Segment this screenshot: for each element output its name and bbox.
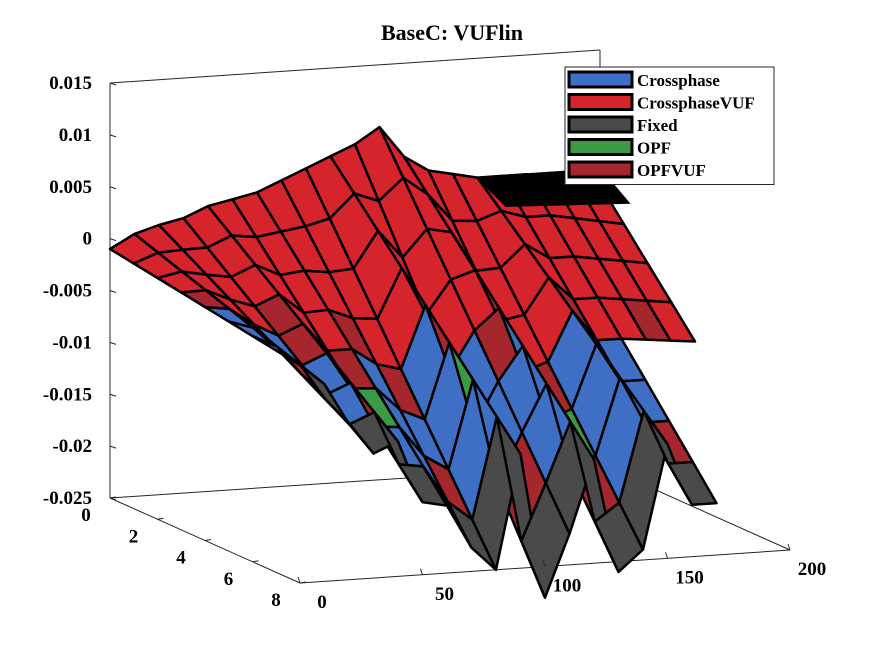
- z-tick-label: 0.005: [49, 177, 92, 198]
- y-tick-label: 0: [81, 505, 91, 526]
- legend-swatch: [567, 115, 634, 134]
- x-tick-label: 50: [435, 584, 454, 605]
- legend-swatch: [567, 138, 634, 156]
- x-tick-mark: [420, 568, 423, 575]
- z-tick-mark: [109, 445, 117, 449]
- y-tick-label: 8: [271, 590, 281, 611]
- surface-patch: [645, 299, 697, 343]
- z-tick-label: -0.01: [52, 332, 92, 353]
- z-tick-label: -0.02: [52, 436, 92, 457]
- z-tick-mark: [109, 341, 117, 345]
- x-tick-label: 150: [675, 567, 704, 588]
- x-tick-label: 0: [317, 592, 327, 613]
- z-tick-label: 0.01: [59, 125, 92, 146]
- z-tick-label: 0: [83, 229, 93, 250]
- y-tick-label: 2: [129, 526, 139, 547]
- y-tick-mark: [204, 539, 212, 541]
- chart-title: BaseC: VUFlin: [381, 20, 523, 45]
- z-tick-mark: [109, 238, 117, 242]
- x-tick-mark: [665, 552, 668, 559]
- x-tick-label: 200: [798, 559, 827, 580]
- legend-swatch: [567, 93, 634, 111]
- z-tick-label: -0.015: [43, 384, 92, 405]
- legend-label: Fixed: [637, 116, 678, 135]
- z-tick-label: 0.015: [49, 73, 92, 94]
- z-tick-mark: [109, 82, 117, 86]
- z-tick-mark: [109, 393, 117, 397]
- y-tick-mark: [157, 517, 164, 520]
- y-tick-mark: [252, 560, 259, 563]
- legend-label: CrossphaseVUF: [637, 94, 755, 113]
- legend-label: OPF: [637, 139, 671, 158]
- surface-patch: [667, 460, 718, 506]
- axes: 0.015 0.01 0.005 0 -0.005 -0.01 -0.015 -0.02 -0.…: [43, 73, 826, 613]
- y-tick-mark: [299, 581, 307, 584]
- y-tick-label: 4: [176, 548, 186, 569]
- legend-swatch: [567, 70, 634, 89]
- z-tick-mark: [109, 186, 117, 190]
- x-tick-mark: [297, 576, 301, 584]
- legend-swatch: [567, 160, 634, 179]
- y-tick-mark: [109, 496, 117, 499]
- z-tick-label: -0.025: [43, 488, 92, 509]
- legend-label: OPFVUF: [637, 161, 706, 180]
- legend: Crossphase CrossphaseVUF Fixed OPF OPFVUF: [564, 66, 775, 185]
- z-tick-mark: [109, 290, 117, 293]
- z-tick-mark: [109, 134, 117, 138]
- x-tick-label: 100: [553, 576, 582, 597]
- x-tick-mark: [542, 560, 546, 567]
- back-top-line: [109, 49, 601, 84]
- y-tick-label: 6: [224, 569, 234, 590]
- z-tick-label: -0.005: [43, 281, 92, 302]
- legend-label: Crossphase: [637, 71, 720, 90]
- x-tick-mark: [787, 543, 791, 551]
- surface-plot: [108, 125, 718, 599]
